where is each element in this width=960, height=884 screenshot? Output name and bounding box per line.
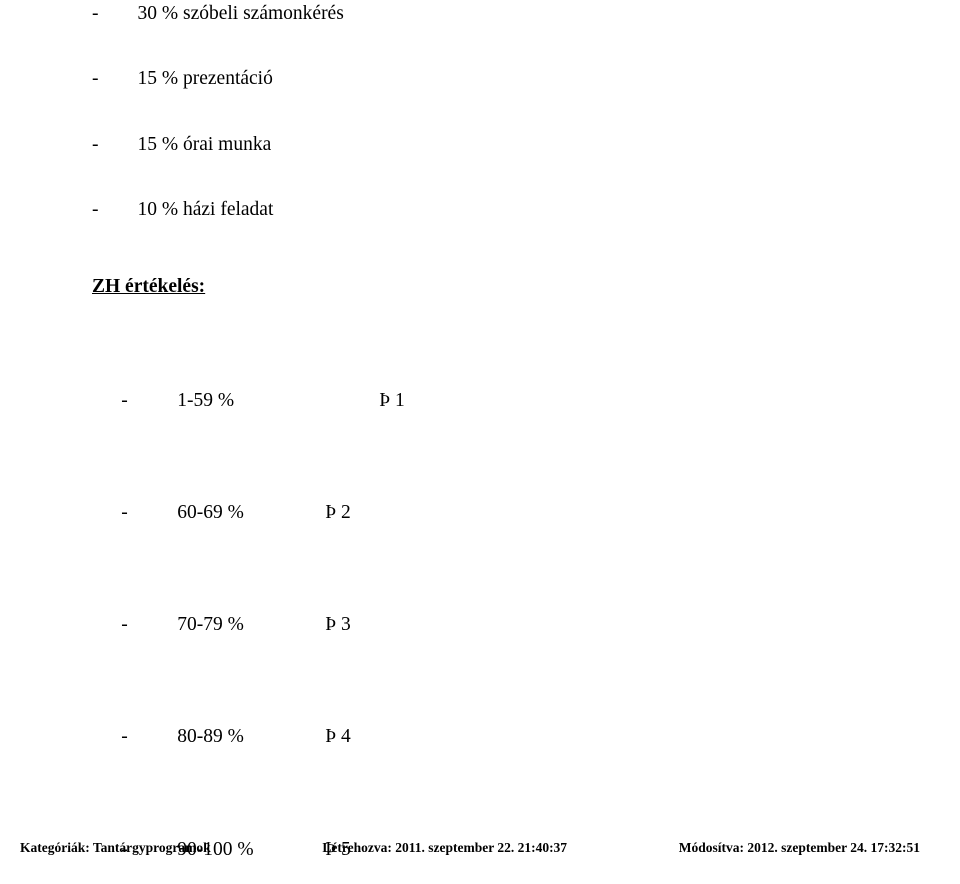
footer-right: Módosítva: 2012. szeptember 24. 17:32:51 — [679, 840, 920, 856]
grade-range: 60-69 % — [177, 501, 325, 524]
grade-row: -1-59 %Þ 1 — [92, 366, 868, 436]
grade-range: 1-59 % — [177, 389, 325, 412]
grade-value: Þ 3 — [325, 613, 350, 636]
dash: - — [121, 613, 177, 636]
evaluation-items: - 30 % szóbeli számonkérés - 15 % prezen… — [92, 0, 868, 222]
dash: - — [121, 725, 177, 748]
grade-row: -60-69 %Þ 2 — [92, 478, 868, 548]
dash: - — [121, 389, 177, 412]
footer-center: Létrehozva: 2011. szeptember 22. 21:40:3… — [322, 840, 567, 856]
grade-row: -80-89 %Þ 4 — [92, 702, 868, 772]
grade-value: Þ 1 — [325, 389, 404, 412]
grade-row: -70-79 %Þ 3 — [92, 590, 868, 660]
eval-item: - 15 % prezentáció — [92, 67, 868, 90]
grade-value: Þ 4 — [325, 725, 350, 748]
grade-range: 80-89 % — [177, 725, 325, 748]
section-title: ZH értékelés: — [92, 276, 868, 298]
eval-item: - 15 % órai munka — [92, 133, 868, 156]
page: - 30 % szóbeli számonkérés - 15 % prezen… — [0, 0, 960, 872]
dash: - — [121, 501, 177, 524]
grade-table: -1-59 %Þ 1 -60-69 %Þ 2 -70-79 %Þ 3 -80-8… — [92, 366, 868, 884]
footer: Kategóriák: Tantárgyprogramok Létrehozva… — [0, 840, 960, 856]
eval-item: - 30 % szóbeli számonkérés — [92, 2, 868, 25]
eval-item: - 10 % házi feladat — [92, 198, 868, 221]
footer-left: Kategóriák: Tantárgyprogramok — [20, 840, 211, 856]
grade-range: 70-79 % — [177, 613, 325, 636]
grade-value: Þ 2 — [325, 501, 350, 524]
